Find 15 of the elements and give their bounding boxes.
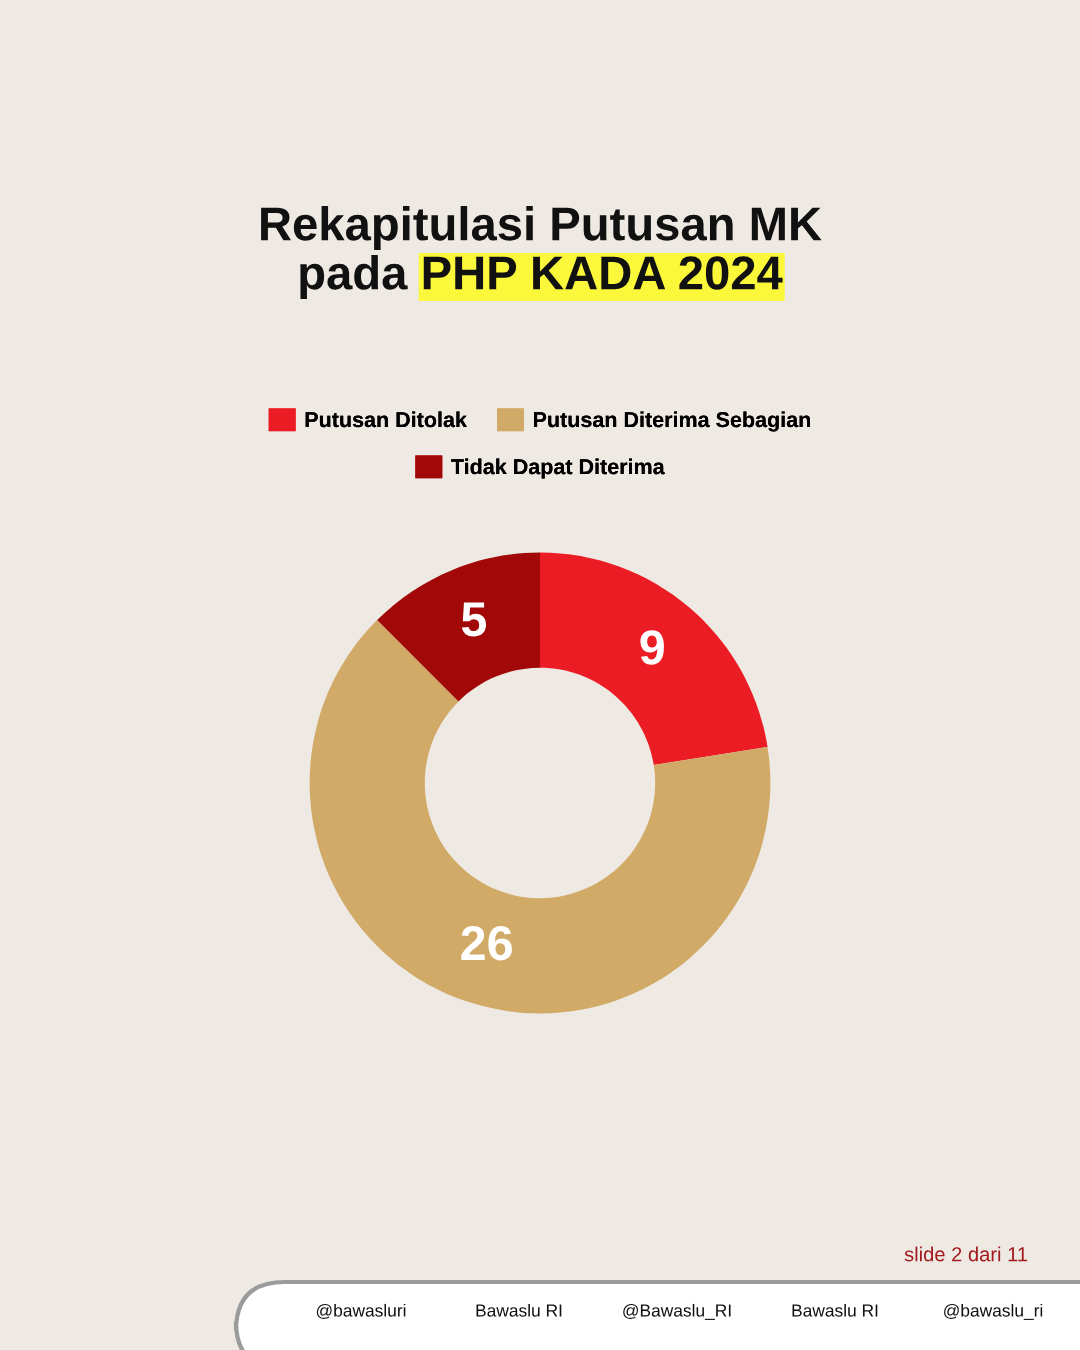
donut-slice: [377, 552, 540, 702]
legend-label: Tidak Dapat Diterima: [451, 458, 665, 479]
data-label: 9: [640, 630, 664, 665]
donut-slice: [540, 552, 768, 765]
text: @bawasluri: [316, 1303, 406, 1319]
text: Bawaslu RI: [792, 1303, 878, 1317]
data-label: 5: [461, 602, 487, 637]
legend-label: Putusan Ditolak: [305, 411, 467, 428]
legend-label: Putusan Diterima Sebagian: [534, 411, 810, 432]
chart-title: Rekapitulasi Putusan MK pada PHP KADA 2024: [261, 205, 822, 300]
text: Bawaslu RI: [476, 1303, 562, 1317]
data-label: 26: [461, 925, 512, 961]
text: @Bawaslu_RI: [623, 1303, 731, 1320]
text: @bawaslu_ri: [944, 1303, 1043, 1320]
text: slide 2 dari 11: [904, 1246, 1028, 1262]
